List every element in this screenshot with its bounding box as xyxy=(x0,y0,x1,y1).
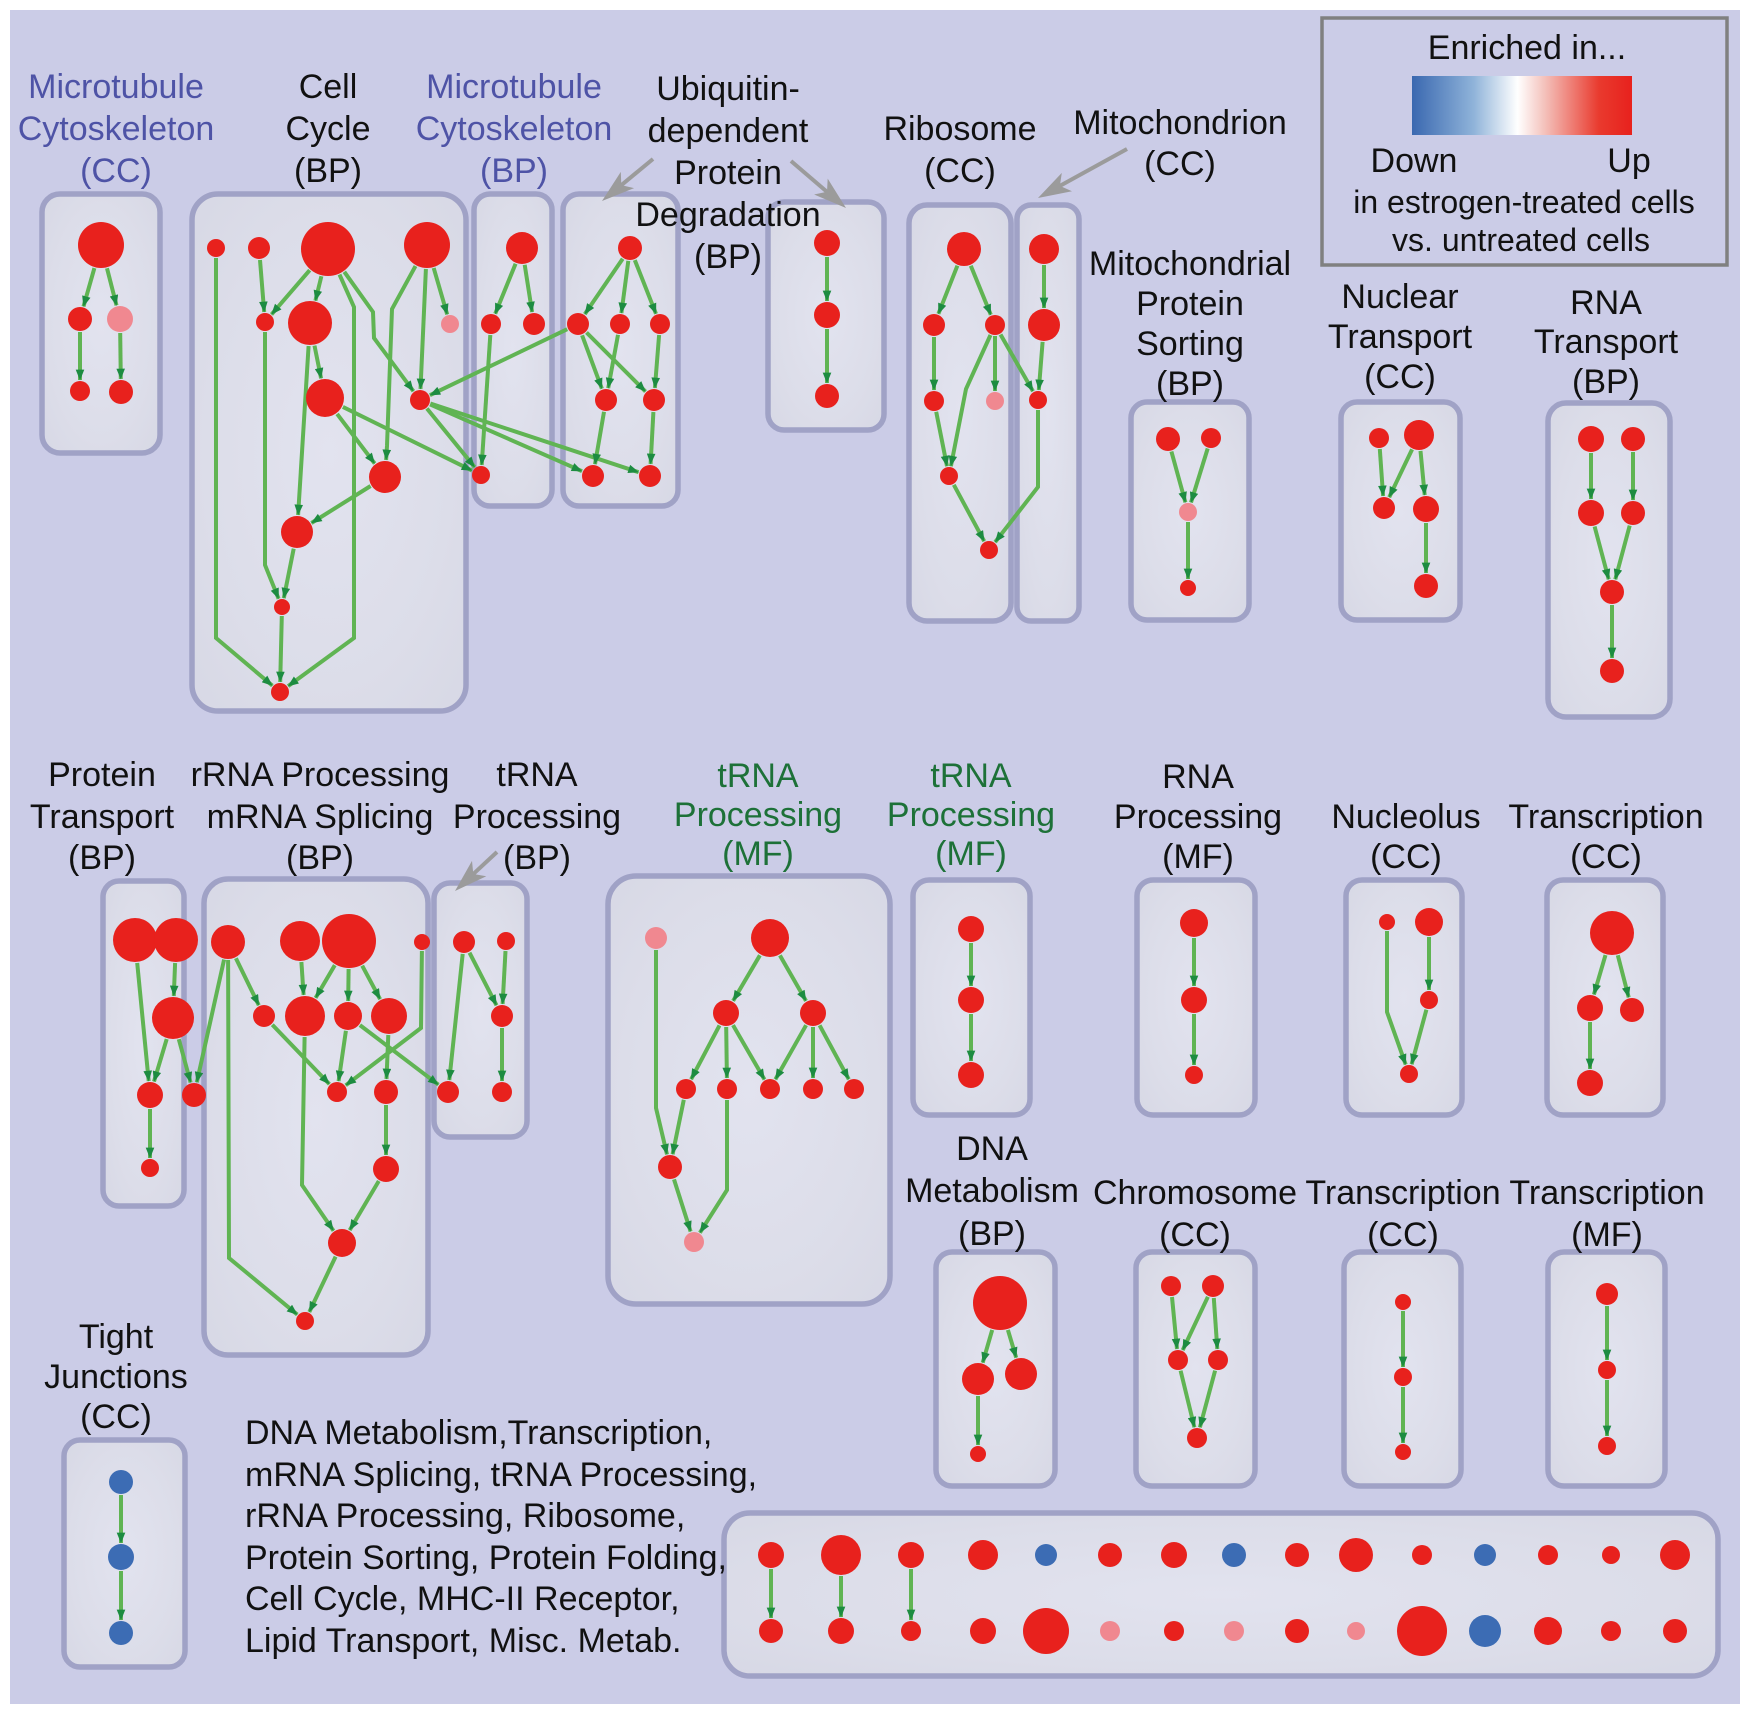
svg-text:(CC): (CC) xyxy=(1367,1216,1439,1254)
svg-text:(MF): (MF) xyxy=(722,835,794,873)
svg-text:(MF): (MF) xyxy=(935,835,1007,873)
svg-text:(BP): (BP) xyxy=(694,238,762,276)
svg-text:Up: Up xyxy=(1607,142,1650,180)
svg-text:(MF): (MF) xyxy=(1571,1216,1643,1254)
svg-text:Cell: Cell xyxy=(299,68,358,106)
svg-text:Mitochondrial: Mitochondrial xyxy=(1089,245,1291,283)
svg-text:Down: Down xyxy=(1371,142,1458,180)
svg-text:Cytoskeleton: Cytoskeleton xyxy=(416,110,613,148)
svg-text:Protein Sorting, Protein Foldi: Protein Sorting, Protein Folding, xyxy=(245,1539,727,1577)
svg-text:Tight: Tight xyxy=(79,1318,154,1356)
svg-text:Nuclear: Nuclear xyxy=(1341,278,1458,316)
svg-text:RNA: RNA xyxy=(1162,758,1234,796)
svg-text:tRNA: tRNA xyxy=(930,757,1012,795)
svg-text:(BP): (BP) xyxy=(294,152,362,190)
svg-text:(CC): (CC) xyxy=(80,152,152,190)
svg-text:(BP): (BP) xyxy=(286,839,354,877)
svg-text:rRNA Processing: rRNA Processing xyxy=(191,756,450,794)
svg-text:Processing: Processing xyxy=(887,796,1055,834)
svg-text:Microtubule: Microtubule xyxy=(426,68,602,106)
svg-text:Ubiquitin-: Ubiquitin- xyxy=(656,70,800,108)
svg-text:Protein: Protein xyxy=(674,154,782,192)
svg-text:(CC): (CC) xyxy=(1159,1216,1231,1254)
svg-text:Protein: Protein xyxy=(1136,285,1244,323)
svg-text:(BP): (BP) xyxy=(480,152,548,190)
svg-text:Enriched in...: Enriched in... xyxy=(1428,29,1626,67)
svg-text:(BP): (BP) xyxy=(958,1215,1026,1253)
svg-text:Chromosome: Chromosome xyxy=(1093,1174,1297,1212)
svg-text:in estrogen-treated cells: in estrogen-treated cells xyxy=(1353,184,1695,220)
svg-text:Protein: Protein xyxy=(48,756,156,794)
svg-text:Transport: Transport xyxy=(30,798,175,836)
svg-text:(CC): (CC) xyxy=(1370,838,1442,876)
svg-text:Transcription: Transcription xyxy=(1508,798,1703,836)
svg-text:RNA: RNA xyxy=(1570,284,1642,322)
svg-text:(MF): (MF) xyxy=(1162,838,1234,876)
svg-text:Ribosome: Ribosome xyxy=(883,110,1036,148)
svg-text:Processing: Processing xyxy=(453,798,621,836)
svg-text:(BP): (BP) xyxy=(68,839,136,877)
svg-text:Degradation: Degradation xyxy=(635,196,820,234)
svg-text:Processing: Processing xyxy=(674,796,842,834)
svg-text:Transport: Transport xyxy=(1328,318,1473,356)
svg-text:Transcription: Transcription xyxy=(1305,1174,1500,1212)
svg-text:(BP): (BP) xyxy=(1572,363,1640,401)
svg-text:Lipid Transport, Misc. Metab.: Lipid Transport, Misc. Metab. xyxy=(245,1622,682,1660)
svg-text:vs. untreated cells: vs. untreated cells xyxy=(1392,222,1650,258)
svg-text:mRNA Splicing: mRNA Splicing xyxy=(207,798,434,836)
svg-text:Cycle: Cycle xyxy=(285,110,370,148)
svg-text:Cytoskeleton: Cytoskeleton xyxy=(18,110,215,148)
svg-text:Processing: Processing xyxy=(1114,798,1282,836)
svg-text:(CC): (CC) xyxy=(80,1398,152,1436)
svg-text:mRNA Splicing, tRNA Processing: mRNA Splicing, tRNA Processing, xyxy=(245,1456,757,1494)
svg-text:Nucleolus: Nucleolus xyxy=(1331,798,1480,836)
svg-text:Mitochondrion: Mitochondrion xyxy=(1073,104,1287,142)
svg-text:Transport: Transport xyxy=(1534,323,1679,361)
svg-text:Metabolism: Metabolism xyxy=(905,1172,1079,1210)
svg-text:tRNA: tRNA xyxy=(717,757,799,795)
svg-text:rRNA Processing, Ribosome,: rRNA Processing, Ribosome, xyxy=(245,1497,685,1535)
svg-text:(CC): (CC) xyxy=(1570,838,1642,876)
svg-text:(BP): (BP) xyxy=(1156,365,1224,403)
svg-text:DNA Metabolism,Transcription,: DNA Metabolism,Transcription, xyxy=(245,1414,712,1452)
svg-text:(CC): (CC) xyxy=(924,152,996,190)
svg-text:DNA: DNA xyxy=(956,1130,1028,1168)
svg-text:Transcription: Transcription xyxy=(1509,1174,1704,1212)
svg-text:(CC): (CC) xyxy=(1144,145,1216,183)
svg-text:Sorting: Sorting xyxy=(1136,325,1244,363)
svg-text:(CC): (CC) xyxy=(1364,358,1436,396)
svg-text:tRNA: tRNA xyxy=(496,756,578,794)
svg-text:(BP): (BP) xyxy=(503,839,571,877)
svg-text:Microtubule: Microtubule xyxy=(28,68,204,106)
svg-text:Junctions: Junctions xyxy=(44,1358,188,1396)
svg-text:dependent: dependent xyxy=(648,112,809,150)
svg-text:Cell Cycle, MHC-II Receptor,: Cell Cycle, MHC-II Receptor, xyxy=(245,1580,680,1618)
